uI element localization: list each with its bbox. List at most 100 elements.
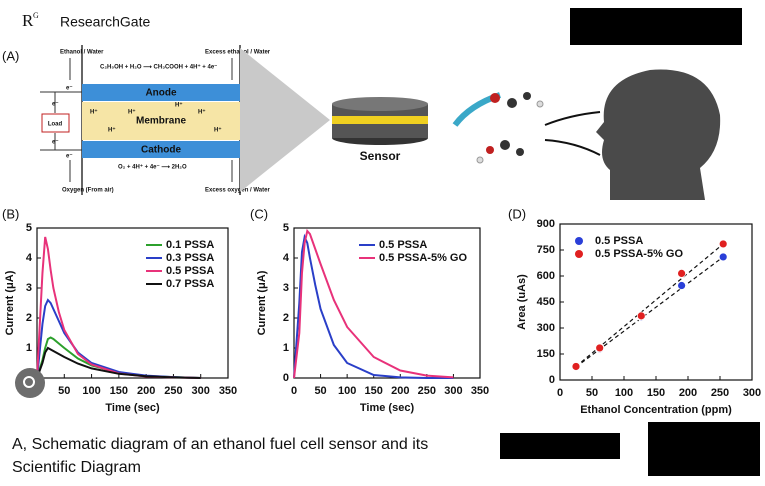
y-tick-label: 1 [26, 342, 32, 354]
reaction: O₂ + 4H⁺ + 4e⁻ ⟶ 2H₂O [118, 164, 187, 171]
y-tick-label: 3 [283, 282, 289, 294]
y-tick-label: 4 [283, 252, 290, 264]
point [571, 362, 581, 371]
redaction [570, 8, 742, 45]
proton: H⁺ [175, 102, 183, 109]
x-tick-label: 300 [743, 387, 761, 399]
logo-sup[interactable]: G [33, 11, 39, 20]
molecules [452, 92, 601, 164]
legend-label: 0.5 PSSA [595, 235, 643, 247]
y-tick-label: 0 [549, 374, 555, 386]
legend-label: 0.3 PSSA [166, 252, 214, 264]
layer-label: Cathode [141, 145, 181, 156]
x-tick-label: 150 [647, 387, 665, 399]
flow-label: Excess ethanol / Water [205, 50, 271, 56]
legend-label: 0.5 PSSA-5% GO [379, 252, 467, 264]
legend-label: 0.1 PSSA [166, 239, 214, 251]
electron: e⁻ [66, 86, 73, 92]
plot-frame [36, 227, 229, 379]
x-tick-label: 50 [58, 385, 70, 397]
x-tick-label: 200 [391, 385, 409, 397]
redaction [500, 433, 620, 459]
x-tick-label: 50 [314, 385, 326, 397]
legend-label: 0.5 PSSA [379, 239, 427, 251]
panel-label: (C) [250, 206, 268, 221]
zoom-wedge [240, 48, 330, 192]
ions: H⁺ H⁺ H⁺ H⁺ H⁺ H⁺ e⁻ e⁻ e⁻ e⁻ [52, 86, 222, 160]
flow-label: Excess oxygen / Water [205, 188, 270, 194]
y-tick-label: 300 [537, 322, 555, 334]
y-tick-label: 2 [283, 312, 289, 324]
y-tick-label: 5 [283, 222, 289, 234]
proton: H⁺ [90, 109, 98, 116]
flow-label: Oxygen (From air) [62, 188, 114, 194]
redaction [648, 422, 760, 476]
y-tick-label: 1 [283, 342, 289, 354]
legend-label: 0.5 PSSA-5% GO [595, 248, 683, 260]
point [636, 311, 646, 321]
caption: A, Schematic diagram of an ethanol fuel … [12, 436, 428, 453]
panel-label: (B) [2, 206, 19, 221]
y-tick-label: 600 [537, 270, 555, 282]
x-tick-label: 300 [192, 385, 210, 397]
sensor-label: Sensor [360, 149, 401, 163]
series-line [293, 233, 454, 379]
point [595, 343, 605, 353]
y-tick-label: 5 [26, 222, 32, 234]
legend-label: 0.7 PSSA [166, 278, 214, 290]
point [718, 252, 728, 262]
x-tick-label: 0 [557, 387, 563, 399]
flow-label: Ethanol / Water [60, 50, 104, 56]
x-tick-label: 150 [110, 385, 128, 397]
panel-label: (A) [2, 48, 19, 63]
load-label: Load [48, 122, 63, 128]
fuel-cell [40, 45, 241, 195]
point [677, 281, 686, 290]
x-tick-label: 50 [586, 387, 598, 399]
y-axis-label: Current (μA) [4, 270, 16, 335]
y-tick-label: 750 [537, 244, 555, 256]
y-tick-label: 0 [283, 372, 289, 384]
lens-button[interactable] [15, 368, 45, 398]
logo[interactable]: R [22, 11, 34, 30]
x-axis-label: Time (sec) [105, 402, 160, 414]
series-line [293, 228, 454, 379]
x-tick-label: 100 [82, 385, 100, 397]
y-axis-label: Area (uAs) [516, 274, 528, 330]
legend-swatch [575, 250, 583, 258]
plot-frame [293, 227, 481, 379]
electron: e⁻ [66, 154, 73, 160]
caption: Scientific Diagram [12, 459, 141, 476]
y-tick-label: 450 [537, 296, 555, 308]
x-axis-label: Ethanol Concentration (ppm) [580, 404, 732, 416]
lens-icon [23, 376, 35, 388]
series-line [36, 298, 201, 379]
x-tick-label: 200 [137, 385, 155, 397]
y-tick-label: 2 [26, 312, 32, 324]
series-line [36, 346, 201, 379]
x-tick-label: 250 [711, 387, 729, 399]
y-tick-label: 900 [537, 218, 555, 230]
proton: H⁺ [214, 127, 222, 134]
sensor [332, 97, 428, 145]
site-name[interactable]: ResearchGate [60, 14, 150, 30]
point [718, 239, 728, 249]
y-axis-label: Current (μA) [256, 270, 268, 335]
x-tick-label: 300 [444, 385, 462, 397]
x-axis-label: Time (sec) [360, 402, 415, 414]
y-tick-label: 150 [537, 348, 555, 360]
proton: H⁺ [198, 109, 206, 116]
x-tick-label: 350 [219, 385, 237, 397]
layer-label: Membrane [136, 116, 186, 127]
x-tick-label: 150 [365, 385, 383, 397]
y-tick-label: 4 [26, 252, 33, 264]
panel-label: (D) [508, 206, 526, 221]
electron: e⁻ [52, 102, 59, 108]
electron: e⁻ [52, 140, 59, 146]
x-tick-label: 100 [615, 387, 633, 399]
proton: H⁺ [128, 109, 136, 116]
x-tick-label: 200 [679, 387, 697, 399]
legend-swatch [575, 237, 583, 245]
